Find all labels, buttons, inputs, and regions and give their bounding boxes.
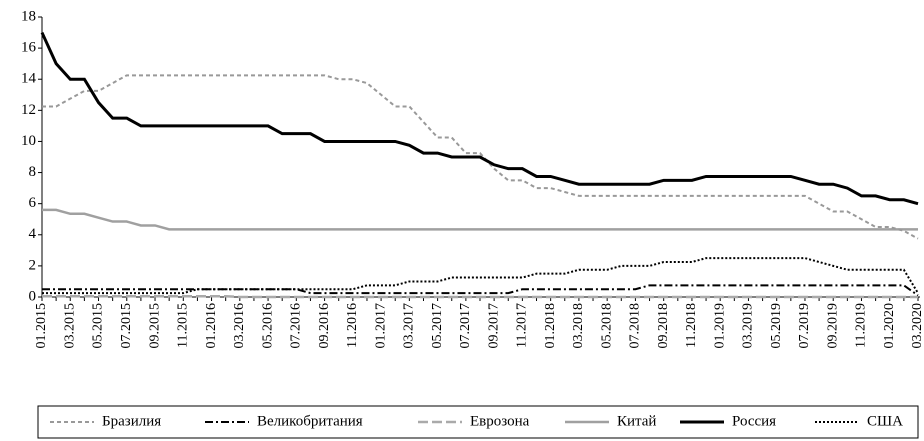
legend-label: США — [867, 413, 903, 429]
x-tick-label: 11.2019 — [854, 303, 869, 348]
x-tick-label: 03.2015 — [62, 303, 77, 349]
x-tick-label: 09.2017 — [486, 303, 501, 349]
x-tick-label: 11.2015 — [176, 303, 191, 348]
x-tick-label: 03.2020 — [910, 303, 924, 349]
y-tick-label: 0 — [29, 288, 37, 304]
series-line — [42, 284, 919, 297]
x-tick-label: 03.2016 — [232, 303, 247, 349]
y-tick-label: 2 — [29, 257, 37, 273]
y-tick-label: 4 — [29, 226, 37, 242]
series-line — [40, 31, 919, 206]
x-tick-label: 07.2015 — [119, 303, 134, 349]
y-tick-label: 12 — [21, 102, 36, 118]
y-tick-label: 14 — [21, 71, 37, 87]
y-tick-label: 16 — [21, 40, 37, 56]
x-tick-label: 01.2018 — [543, 303, 558, 349]
x-tick-label: 09.2018 — [656, 303, 671, 349]
y-tick-label: 6 — [29, 195, 37, 211]
x-tick-label: 07.2018 — [628, 303, 643, 349]
x-tick-label: 01.2019 — [712, 303, 727, 349]
legend-box — [37, 405, 919, 439]
x-tick-label: 05.2016 — [260, 303, 275, 349]
legend-label: Россия — [732, 413, 776, 429]
x-tick-label: 01.2017 — [373, 303, 388, 349]
x-tick-label: 01.2020 — [882, 303, 897, 349]
x-tick-label: 05.2017 — [430, 303, 445, 349]
x-tick-label: 05.2018 — [599, 303, 614, 349]
y-tick-label: 18 — [21, 8, 36, 24]
series-line — [42, 208, 918, 231]
legend-label: Еврозона — [470, 413, 530, 429]
series-line — [42, 74, 919, 240]
legend-label: Китай — [617, 413, 656, 429]
x-tick-label: 07.2017 — [458, 303, 473, 349]
y-tick-label: 10 — [21, 133, 36, 149]
legend-label: Великобритания — [257, 413, 363, 429]
x-tick-label: 03.2019 — [741, 303, 756, 349]
x-tick-label: 09.2019 — [825, 303, 840, 349]
series-line — [42, 257, 919, 295]
x-tick-label: 03.2017 — [402, 303, 417, 349]
x-tick-label: 01.2015 — [34, 303, 49, 349]
y-tick-label: 8 — [29, 164, 37, 180]
x-tick-label: 11.2018 — [684, 303, 699, 348]
x-tick-label: 09.2016 — [317, 303, 332, 349]
x-tick-label: 05.2015 — [91, 303, 106, 349]
x-tick-label: 07.2016 — [289, 303, 304, 349]
x-tick-label: 07.2019 — [797, 303, 812, 349]
x-tick-label: 11.2017 — [515, 303, 530, 348]
legend-label: Бразилия — [102, 413, 161, 429]
x-tick-label: 03.2018 — [571, 303, 586, 349]
x-tick-label: 09.2015 — [147, 303, 162, 349]
x-tick-label: 05.2019 — [769, 303, 784, 349]
x-tick-label: 01.2016 — [204, 303, 219, 349]
x-tick-label: 11.2016 — [345, 303, 360, 348]
series-line — [42, 294, 918, 299]
